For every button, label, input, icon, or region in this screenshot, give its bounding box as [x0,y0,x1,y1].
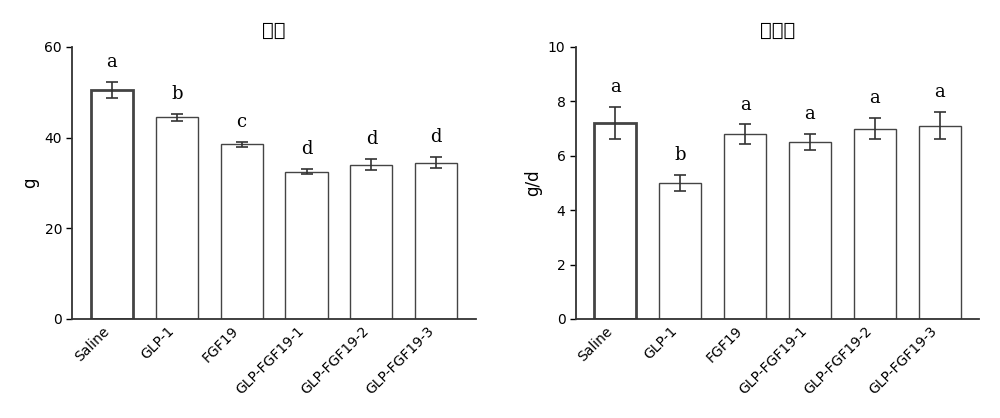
Bar [91,90,133,319]
Text: a: a [106,53,117,71]
Text: c: c [237,113,247,131]
Bar [854,129,896,319]
Text: a: a [869,89,880,107]
Bar [156,117,198,319]
Text: d: d [431,128,442,146]
Text: d: d [366,130,377,148]
Text: a: a [740,96,750,114]
Bar [594,123,636,319]
Bar [415,163,457,319]
Text: d: d [301,140,312,158]
Bar [221,144,263,319]
Title: 饮食量: 饮食量 [760,21,795,40]
Bar [350,165,392,319]
Y-axis label: g/d: g/d [524,170,542,196]
Title: 体重: 体重 [262,21,286,40]
Bar [659,183,701,319]
Bar [724,134,766,319]
Text: a: a [805,105,815,123]
Bar [919,126,961,319]
Y-axis label: g: g [21,178,39,188]
Text: a: a [610,78,621,96]
Bar [285,172,328,319]
Text: a: a [934,83,945,101]
Bar [789,142,831,319]
Text: b: b [171,85,182,103]
Text: b: b [674,146,686,164]
